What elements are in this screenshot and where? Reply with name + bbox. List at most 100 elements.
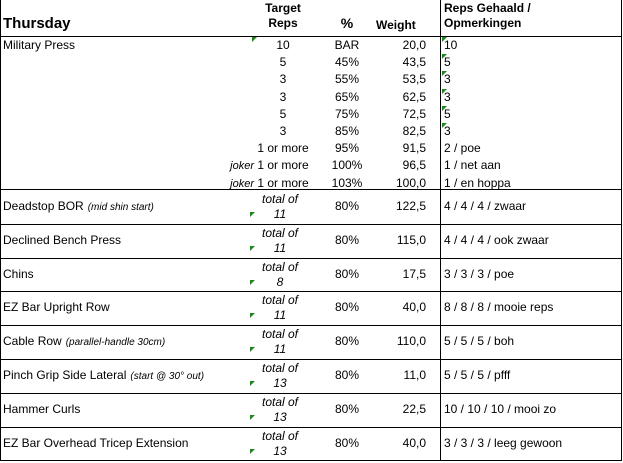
exercise-name: Declined Bench Press	[3, 233, 121, 248]
notes: 2 / poe	[444, 141, 481, 156]
target-reps: total of 11	[261, 293, 299, 323]
exercise-note: (start @ 30° out)	[130, 371, 205, 382]
border	[0, 291, 622, 293]
notes: 3 / 3 / 3 / leeg gewoon	[444, 435, 563, 450]
notes: 3	[444, 89, 451, 104]
target-reps: total of 13	[261, 428, 299, 458]
percent: 85%	[334, 124, 360, 138]
exercise-name: EZ Bar Upright Row	[3, 300, 110, 315]
weight: 100,0	[395, 175, 426, 190]
percent: 80%	[334, 199, 360, 213]
comment-marker	[250, 313, 255, 319]
target-reps: 10	[276, 38, 290, 52]
notes: 8 / 8 / 8 / mooie reps	[444, 300, 554, 315]
percent: 95%	[334, 141, 360, 156]
border	[0, 36, 622, 37]
exercise-name: Cable Row (parallel-handle 30cm)	[3, 334, 165, 350]
target-reps: total of 13	[261, 361, 299, 390]
percent: 80%	[334, 368, 360, 382]
day-title: Thursday	[3, 15, 71, 32]
weight: 62,5	[402, 89, 426, 104]
border	[0, 426, 622, 428]
exercise-name: Chins	[3, 267, 34, 282]
weight: 82,5	[402, 124, 426, 138]
target-reps: 3	[279, 89, 287, 104]
col-header: Weight	[376, 18, 416, 32]
notes: 1 / en hoppa	[444, 175, 511, 190]
target-reps: total of 11	[261, 225, 299, 255]
weight: 17,5	[402, 266, 426, 281]
target-reps: 3	[279, 124, 287, 138]
notes: 5	[444, 106, 451, 121]
target-reps: total of 13	[261, 394, 299, 424]
comment-marker	[250, 381, 255, 386]
weight: 20,0	[402, 38, 426, 52]
prefix: joker	[230, 177, 254, 190]
notes: 3	[444, 72, 451, 87]
notes: 5 / 5 / 5 / boh	[444, 334, 515, 349]
comment-marker	[252, 37, 257, 42]
border	[0, 392, 622, 394]
border	[440, 0, 441, 461]
percent: 80%	[334, 232, 360, 247]
exercise-name: Hammer Curls	[3, 402, 80, 417]
weight: 40,0	[402, 300, 426, 315]
border	[0, 223, 622, 225]
col-header: Reps Gehaald / Opmerkingen	[444, 1, 531, 30]
weight: 91,5	[402, 141, 426, 156]
target-reps: 1 or more	[257, 158, 309, 173]
weight: 53,5	[402, 72, 426, 87]
target-reps: total of 8	[261, 259, 299, 289]
border	[0, 325, 622, 327]
comment-marker	[442, 123, 447, 128]
notes: 5	[444, 55, 451, 70]
notes: 1 / net aan	[444, 158, 501, 173]
weight: 115,0	[396, 232, 426, 247]
percent: 80%	[334, 435, 360, 450]
comment-marker	[250, 245, 255, 251]
percent: BAR	[334, 38, 360, 52]
target-reps: 5	[279, 106, 287, 121]
comment-marker	[442, 71, 447, 77]
exercise-name: Military Press	[3, 38, 76, 52]
exercise-name-text: Pinch Grip Side Lateral	[3, 368, 127, 382]
comment-marker	[442, 105, 447, 111]
border	[0, 189, 622, 190]
exercise-name-text: Cable Row	[3, 334, 62, 349]
notes: 4 / 4 / 4 / ook zwaar	[444, 232, 549, 247]
percent: 80%	[334, 334, 360, 349]
exercise-name: EZ Bar Overhead Tricep Extension	[3, 436, 188, 451]
exercise-name-text: Deadstop BOR	[3, 199, 84, 213]
percent: 80%	[334, 300, 360, 315]
exercise-name-text: EZ Bar Overhead Tricep Extension	[3, 435, 189, 450]
comment-marker	[250, 347, 255, 353]
comment-marker	[442, 54, 447, 60]
border	[0, 257, 622, 259]
notes: 5 / 5 / 5 / pfff	[444, 368, 511, 382]
exercise-name-text: EZ Bar Upright Row	[3, 300, 110, 315]
exercise-name: Pinch Grip Side Lateral (start @ 30° out)	[3, 368, 204, 384]
notes: 3	[444, 124, 451, 138]
weight: 96,5	[402, 158, 426, 173]
notes: 10 / 10 / 10 / mooi zo	[444, 401, 557, 416]
weight: 110,0	[396, 334, 426, 349]
target-reps: 5	[279, 55, 287, 70]
border	[621, 0, 622, 461]
col-header: %	[340, 15, 354, 31]
percent: 55%	[334, 72, 360, 87]
weight: 40,0	[402, 435, 426, 450]
target-reps: total of 11	[261, 192, 299, 221]
percent: 75%	[334, 106, 360, 121]
comment-marker	[250, 448, 255, 454]
comment-marker	[250, 212, 255, 217]
exercise-note: (parallel-handle 30cm)	[65, 337, 166, 349]
target-reps: 1 or more	[257, 175, 309, 190]
percent: 103%	[331, 175, 363, 190]
exercise-name-text: Hammer Curls	[3, 401, 81, 416]
percent: 100%	[331, 158, 363, 173]
weight: 11,0	[403, 368, 426, 382]
comment-marker	[442, 37, 447, 42]
target-reps: total of 11	[261, 327, 299, 357]
percent: 45%	[334, 55, 360, 70]
